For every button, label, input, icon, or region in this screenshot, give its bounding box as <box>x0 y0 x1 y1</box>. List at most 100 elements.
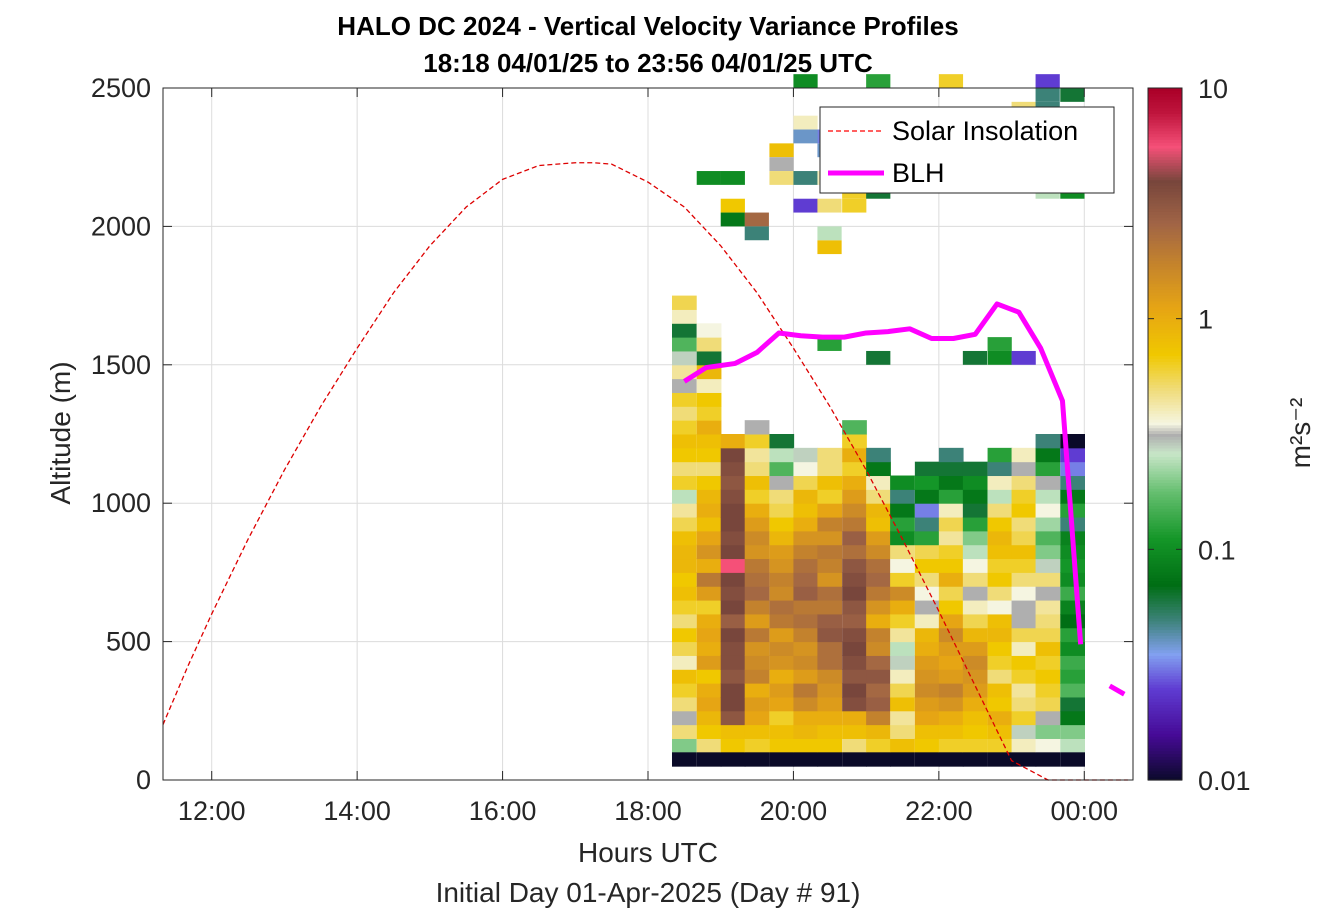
heatmap-cell <box>793 613 819 629</box>
heatmap-cell <box>987 350 1012 365</box>
heatmap-cell <box>696 392 722 407</box>
colorbar-segment <box>1148 307 1182 311</box>
heatmap-cell <box>793 627 819 643</box>
colorbar-segment <box>1148 532 1182 536</box>
colorbar-segment <box>1148 480 1182 484</box>
heatmap-cell <box>962 752 988 767</box>
colorbar-segment <box>1148 445 1182 450</box>
colorbar-segment <box>1148 725 1182 729</box>
colorbar-segment <box>1148 413 1182 418</box>
heatmap-cell <box>696 337 722 352</box>
colorbar-segment <box>1148 327 1182 331</box>
colorbar-segment <box>1148 338 1182 343</box>
heatmap-cell <box>793 115 818 130</box>
heatmap-cell <box>842 669 867 684</box>
heatmap-cell <box>671 378 697 393</box>
heatmap-cell <box>938 503 964 518</box>
heatmap-cell <box>671 710 697 726</box>
heatmap-cell <box>866 724 891 739</box>
colorbar-segment <box>1148 638 1182 643</box>
colorbar-segment <box>1148 762 1182 767</box>
y-tick-label: 0 <box>136 765 151 795</box>
heatmap-cell <box>671 447 697 463</box>
heatmap-cell <box>696 530 722 546</box>
heatmap-cell <box>987 669 1013 684</box>
heatmap-cell <box>769 613 795 629</box>
heatmap-cell <box>793 655 819 670</box>
heatmap-cell <box>696 406 722 421</box>
heatmap-cell <box>769 544 795 560</box>
colorbar-segment <box>1148 572 1182 576</box>
heatmap-cell <box>671 461 697 477</box>
heatmap-cell <box>842 710 867 726</box>
heatmap-cell <box>890 669 915 684</box>
colorbar-segment <box>1148 139 1182 144</box>
heatmap-cell <box>987 627 1013 643</box>
heatmap-cell <box>817 710 843 726</box>
colorbar-segment <box>1148 116 1182 121</box>
colorbar-segment <box>1148 137 1182 141</box>
heatmap-cell <box>962 683 988 698</box>
colorbar-segment <box>1148 263 1182 268</box>
heatmap-cell <box>1011 350 1036 365</box>
heatmap-cell <box>1060 655 1085 670</box>
heatmap-cell <box>938 544 964 560</box>
heatmap-cell <box>817 655 843 670</box>
heatmap-cell <box>720 600 746 615</box>
colorbar-segment <box>1148 557 1182 562</box>
heatmap-cell <box>866 572 891 587</box>
colorbar-segment <box>1148 151 1182 155</box>
colorbar-segment <box>1148 108 1182 112</box>
heatmap-cell <box>914 655 940 670</box>
colorbar-segment <box>1148 632 1182 637</box>
heatmap-cell <box>744 655 770 670</box>
heatmap-cell <box>1035 724 1061 739</box>
colorbar-segment <box>1148 410 1182 415</box>
colorbar-segment <box>1148 211 1182 216</box>
colorbar-segment <box>1148 425 1182 429</box>
colorbar-segment <box>1148 165 1182 170</box>
heatmap-cell <box>793 198 818 213</box>
heatmap-cell <box>987 337 1012 351</box>
colorbar-segment <box>1148 258 1182 262</box>
heatmap-cell <box>938 655 964 670</box>
colorbar-segment <box>1148 370 1182 375</box>
heatmap-cell <box>1060 88 1085 102</box>
heatmap-cell <box>817 337 842 351</box>
colorbar-segment <box>1148 641 1182 646</box>
heatmap-cell <box>842 475 867 490</box>
colorbar-segment <box>1148 497 1182 501</box>
heatmap-cell <box>671 613 697 629</box>
heatmap-cell <box>769 669 795 684</box>
colorbar-segment <box>1148 673 1182 677</box>
colorbar-segment <box>1148 361 1182 366</box>
heatmap-cell <box>1060 475 1085 490</box>
colorbar-segment <box>1148 730 1182 735</box>
colorbar-segment <box>1148 457 1182 461</box>
colorbar-segment <box>1148 751 1182 755</box>
heatmap-cell <box>671 323 697 338</box>
heatmap-cell <box>890 517 915 532</box>
colorbar-segment <box>1148 246 1182 251</box>
heatmap-cell <box>987 447 1013 463</box>
colorbar-segment <box>1148 217 1182 222</box>
colorbar-segment <box>1148 266 1182 271</box>
heatmap-cell <box>962 350 988 365</box>
heatmap-cell <box>842 544 867 560</box>
colorbar-segment <box>1148 601 1182 605</box>
x-tick-label: 20:00 <box>760 796 828 826</box>
colorbar-segment <box>1148 180 1182 184</box>
x-axis-sublabel: Initial Day 01-Apr-2025 (Day # 91) <box>436 877 861 908</box>
heatmap-cell <box>744 212 769 227</box>
heatmap-cell <box>696 600 722 615</box>
colorbar-segment <box>1148 771 1182 775</box>
heatmap-cell <box>914 683 940 698</box>
heatmap-cell <box>962 655 988 670</box>
heatmap-cell <box>938 669 964 684</box>
colorbar-segment <box>1148 128 1182 132</box>
heatmap-cell <box>938 738 964 753</box>
heatmap-cell <box>842 503 867 518</box>
heatmap-cell <box>1035 475 1061 490</box>
colorbar-segment <box>1148 756 1182 761</box>
heatmap-cell <box>696 558 722 573</box>
